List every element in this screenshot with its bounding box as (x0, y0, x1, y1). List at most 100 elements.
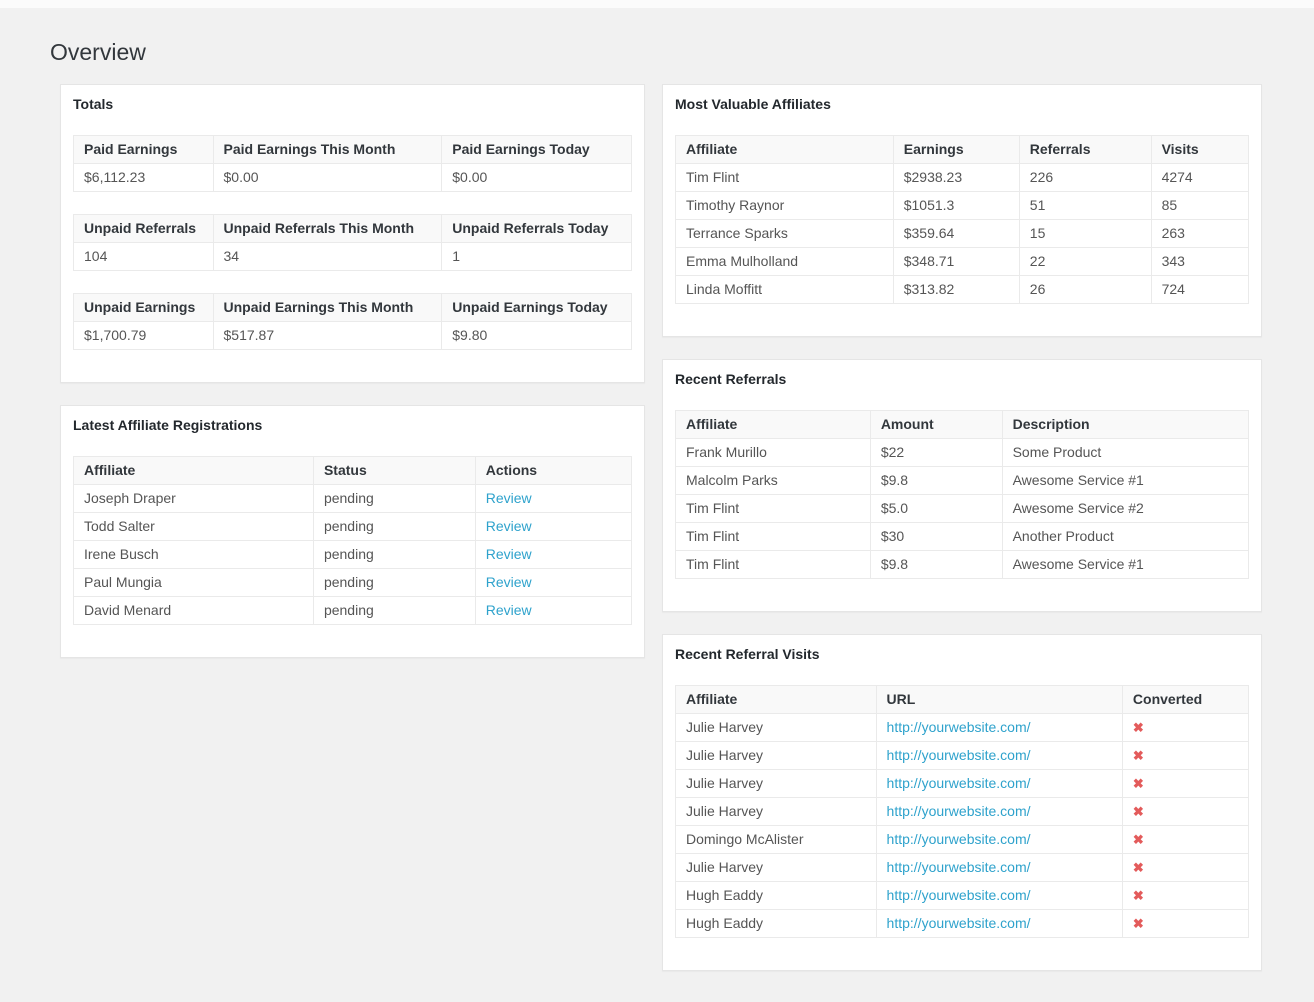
url-cell: http://yourwebsite.com/ (875, 853, 1123, 882)
description-cell: Some Product (1001, 438, 1250, 467)
table-row: Tim Flint $2938.23 226 4274 (675, 163, 1250, 192)
visits-cell: 263 (1150, 219, 1250, 248)
table-row: David Menard pending Review (73, 596, 633, 625)
column-header: Affiliate (675, 135, 894, 164)
column-header: Paid Earnings (73, 135, 214, 164)
visit-url-link[interactable]: http://yourwebsite.com/ (886, 831, 1031, 847)
visit-url-link[interactable]: http://yourwebsite.com/ (886, 859, 1031, 875)
review-link[interactable]: Review (485, 518, 532, 534)
not-converted-icon: ✖ (1132, 720, 1144, 735)
converted-cell: ✖ (1121, 741, 1250, 770)
column-header: Unpaid Referrals (73, 214, 214, 243)
description-cell: Another Product (1001, 522, 1250, 551)
visits-cell: 4274 (1150, 163, 1250, 192)
referrals-cell: 15 (1018, 219, 1152, 248)
column-header: Referrals (1018, 135, 1152, 164)
most-valuable-affiliates-panel: Most Valuable Affiliates Affiliate Earni… (662, 84, 1262, 337)
table-row: Julie Harvey http://yourwebsite.com/ ✖ (675, 741, 1250, 770)
column-header: Visits (1150, 135, 1250, 164)
table-row: Timothy Raynor $1051.3 51 85 (675, 191, 1250, 220)
converted-cell: ✖ (1121, 853, 1250, 882)
header-row: Paid Earnings Paid Earnings This Month P… (73, 135, 632, 164)
left-column: Totals Paid Earnings Paid Earnings This … (60, 84, 645, 680)
recent-visits-body: Julie Harvey http://yourwebsite.com/ ✖ J… (675, 713, 1250, 938)
table-row: Tim Flint $5.0 Awesome Service #2 (675, 494, 1250, 523)
latest-registrations-table: Affiliate Status Actions Joseph Draper p… (73, 456, 633, 625)
visit-url-link[interactable]: http://yourwebsite.com/ (886, 915, 1031, 931)
recent-referrals-heading: Recent Referrals (675, 371, 787, 387)
url-cell: http://yourwebsite.com/ (875, 825, 1123, 854)
table-row: Todd Salter pending Review (73, 512, 633, 541)
visit-url-link[interactable]: http://yourwebsite.com/ (886, 747, 1031, 763)
affiliate-cell: Todd Salter (73, 512, 314, 541)
value-cell: $9.80 (441, 321, 632, 350)
column-header: Unpaid Earnings This Month (212, 293, 443, 322)
visit-url-link[interactable]: http://yourwebsite.com/ (886, 775, 1031, 791)
review-link[interactable]: Review (485, 546, 532, 562)
visit-url-link[interactable]: http://yourwebsite.com/ (886, 803, 1031, 819)
not-converted-icon: ✖ (1132, 776, 1144, 791)
referrals-cell: 226 (1018, 163, 1152, 192)
table-row: Linda Moffitt $313.82 26 724 (675, 275, 1250, 304)
url-cell: http://yourwebsite.com/ (875, 741, 1123, 770)
converted-cell: ✖ (1121, 881, 1250, 910)
right-column: Most Valuable Affiliates Affiliate Earni… (662, 84, 1262, 993)
affiliate-cell: Hugh Eaddy (675, 909, 877, 938)
not-converted-icon: ✖ (1132, 832, 1144, 847)
affiliate-cell: Tim Flint (675, 550, 871, 579)
table-row: Emma Mulholland $348.71 22 343 (675, 247, 1250, 276)
affiliate-cell: Timothy Raynor (675, 191, 894, 220)
column-header: Unpaid Earnings (73, 293, 214, 322)
review-link[interactable]: Review (485, 490, 532, 506)
affiliate-cell: Domingo McAlister (675, 825, 877, 854)
affiliate-cell: Hugh Eaddy (675, 881, 877, 910)
url-cell: http://yourwebsite.com/ (875, 797, 1123, 826)
table-row: Julie Harvey http://yourwebsite.com/ ✖ (675, 769, 1250, 798)
most-valuable-heading: Most Valuable Affiliates (675, 96, 831, 112)
table-row: Frank Murillo $22 Some Product (675, 438, 1250, 467)
latest-registrations-heading: Latest Affiliate Registrations (73, 417, 263, 433)
value-cell: $0.00 (212, 163, 443, 192)
most-valuable-body: Tim Flint $2938.23 226 4274 Timothy Rayn… (675, 163, 1250, 304)
table-row: Tim Flint $30 Another Product (675, 522, 1250, 551)
actions-cell: Review (474, 596, 633, 625)
value-row: 104 34 1 (73, 242, 632, 271)
header-row: Affiliate Status Actions (73, 456, 633, 485)
table-row: Irene Busch pending Review (73, 540, 633, 569)
earnings-cell: $2938.23 (892, 163, 1020, 192)
unpaid-referrals-table: Unpaid Referrals Unpaid Referrals This M… (73, 214, 632, 271)
visit-url-link[interactable]: http://yourwebsite.com/ (886, 719, 1031, 735)
url-cell: http://yourwebsite.com/ (875, 713, 1123, 742)
affiliate-cell: Julie Harvey (675, 741, 877, 770)
registrations-body: Joseph Draper pending Review Todd Salter… (73, 484, 633, 625)
review-link[interactable]: Review (485, 574, 532, 590)
table-row: Paul Mungia pending Review (73, 568, 633, 597)
affiliate-cell: Paul Mungia (73, 568, 314, 597)
column-header: Amount (869, 410, 1003, 439)
earnings-cell: $313.82 (892, 275, 1020, 304)
visits-cell: 85 (1150, 191, 1250, 220)
visits-cell: 343 (1150, 247, 1250, 276)
visit-url-link[interactable]: http://yourwebsite.com/ (886, 887, 1031, 903)
totals-panel: Totals Paid Earnings Paid Earnings This … (60, 84, 645, 383)
status-cell: pending (312, 540, 476, 569)
header-row: Affiliate URL Converted (675, 685, 1250, 714)
header-row: Unpaid Earnings Unpaid Earnings This Mon… (73, 293, 632, 322)
review-link[interactable]: Review (485, 602, 532, 618)
table-row: Domingo McAlister http://yourwebsite.com… (675, 825, 1250, 854)
converted-cell: ✖ (1121, 797, 1250, 826)
recent-referral-visits-heading: Recent Referral Visits (675, 646, 820, 662)
value-cell: $517.87 (212, 321, 443, 350)
column-header: URL (875, 685, 1123, 714)
affiliate-cell: Tim Flint (675, 494, 871, 523)
affiliate-cell: Julie Harvey (675, 853, 877, 882)
status-cell: pending (312, 512, 476, 541)
referrals-cell: 26 (1018, 275, 1152, 304)
table-row: Hugh Eaddy http://yourwebsite.com/ ✖ (675, 881, 1250, 910)
column-header: Actions (474, 456, 633, 485)
affiliate-cell: Tim Flint (675, 522, 871, 551)
amount-cell: $30 (869, 522, 1003, 551)
affiliate-cell: Terrance Sparks (675, 219, 894, 248)
affiliate-cell: Malcolm Parks (675, 466, 871, 495)
dashboard-columns: Totals Paid Earnings Paid Earnings This … (0, 84, 1314, 993)
